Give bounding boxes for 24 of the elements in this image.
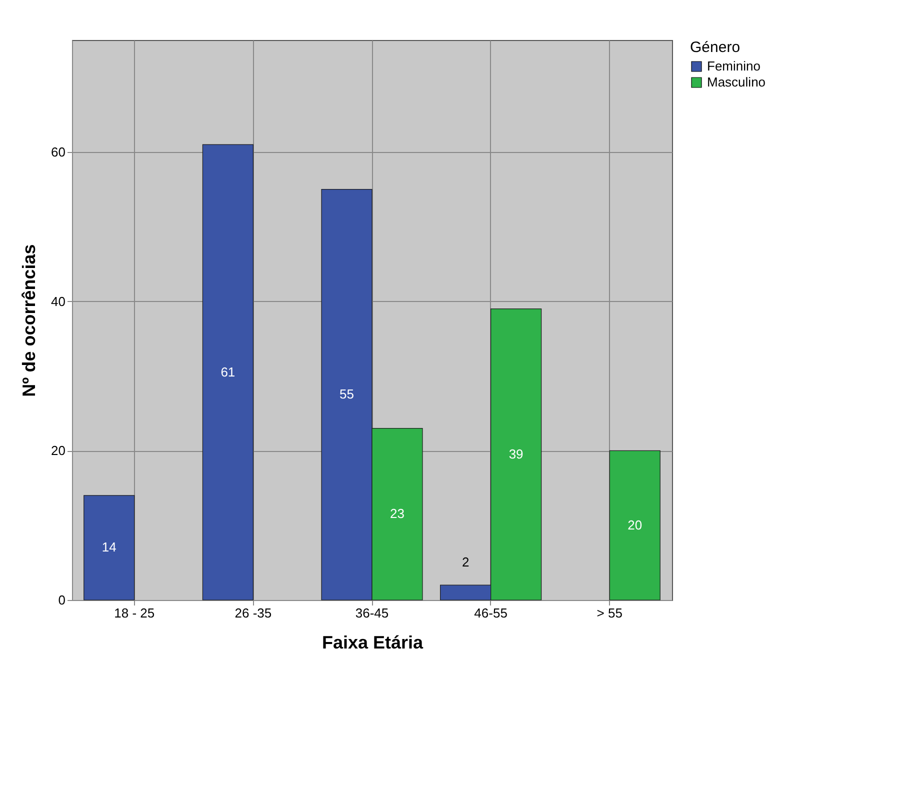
data-label: 23 [390, 506, 404, 522]
bar [609, 450, 660, 600]
y-tick-label: 60 [51, 144, 66, 160]
data-label: 14 [102, 540, 116, 555]
y-tick-label: 0 [58, 592, 66, 608]
y-tick-label: 40 [51, 294, 66, 309]
x-tick-label: 46-55 [474, 606, 508, 620]
x-tick-label: 26 -35 [234, 606, 272, 620]
y-axis-title: Nº de ocorrências [19, 244, 40, 397]
data-label: 39 [508, 446, 524, 462]
data-label: 55 [340, 386, 354, 402]
x-tick-label: 36-45 [355, 606, 389, 620]
bar [202, 144, 254, 600]
x-tick-label: 18 - 25 [114, 606, 155, 620]
bar [84, 495, 135, 600]
legend-title: Género [690, 39, 740, 56]
x-tick-label: > 55 [596, 606, 622, 620]
y-tick-label: 20 [51, 443, 66, 458]
data-label: 20 [628, 517, 642, 532]
data-label: 2 [462, 554, 470, 570]
legend-label: Masculino [707, 74, 766, 90]
data-label: 61 [220, 364, 236, 380]
x-axis-title: Faixa Etária [322, 632, 424, 652]
legend-label: Feminino [707, 58, 760, 74]
